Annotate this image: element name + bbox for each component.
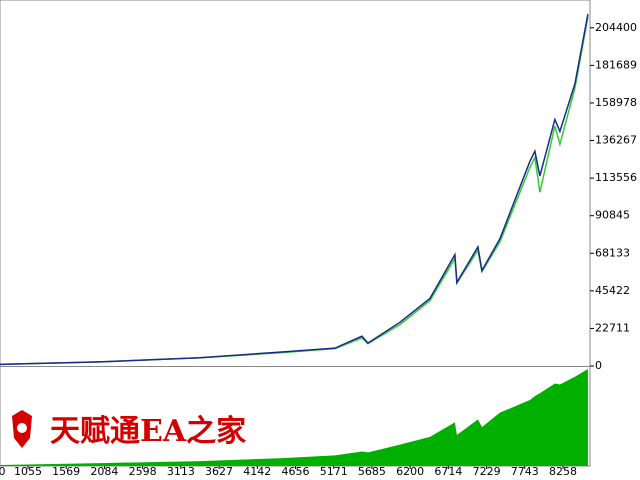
x-tick-label: 3627 (205, 465, 233, 478)
x-tick-label: 2084 (90, 465, 118, 478)
x-tick-label: 4142 (243, 465, 271, 478)
lots-area (0, 368, 588, 466)
plot-frame (0, 0, 591, 467)
x-tick-label: 5685 (358, 465, 386, 478)
y-tick-label: 45422 (595, 284, 630, 297)
x-tick-label: 8258 (549, 465, 577, 478)
x-tick-label: 1055 (14, 465, 42, 478)
x-tick-label: 5171 (320, 465, 348, 478)
y-tick-label: 22711 (595, 321, 630, 334)
logo-mark (17, 423, 27, 433)
y-tick-label: 158978 (595, 96, 637, 109)
x-tick-label: 4656 (281, 465, 309, 478)
x-tick-label: 6200 (396, 465, 424, 478)
y-tick-label: 204400 (595, 21, 637, 34)
watermark: 天赋通EA之家 (50, 414, 246, 449)
series-line (0, 13, 589, 366)
y-tick-label: 113556 (595, 171, 637, 184)
y-tick-label: 181689 (595, 58, 637, 71)
y-tick-label: 0 (595, 359, 602, 372)
x-tick-label: 2598 (129, 465, 157, 478)
x-tick-label: 7743 (511, 465, 539, 478)
x-tick-label: 0 (0, 465, 6, 478)
y-tick-label: 136267 (595, 134, 637, 147)
x-tick-label: 6714 (434, 465, 462, 478)
x-tick-label: 3113 (167, 465, 195, 478)
x-tick-label: 7229 (473, 465, 501, 478)
y-tick-label: 68133 (595, 246, 630, 259)
logo (12, 410, 32, 448)
y-tick-label: 90845 (595, 209, 630, 222)
x-tick-label: 1569 (52, 465, 80, 478)
